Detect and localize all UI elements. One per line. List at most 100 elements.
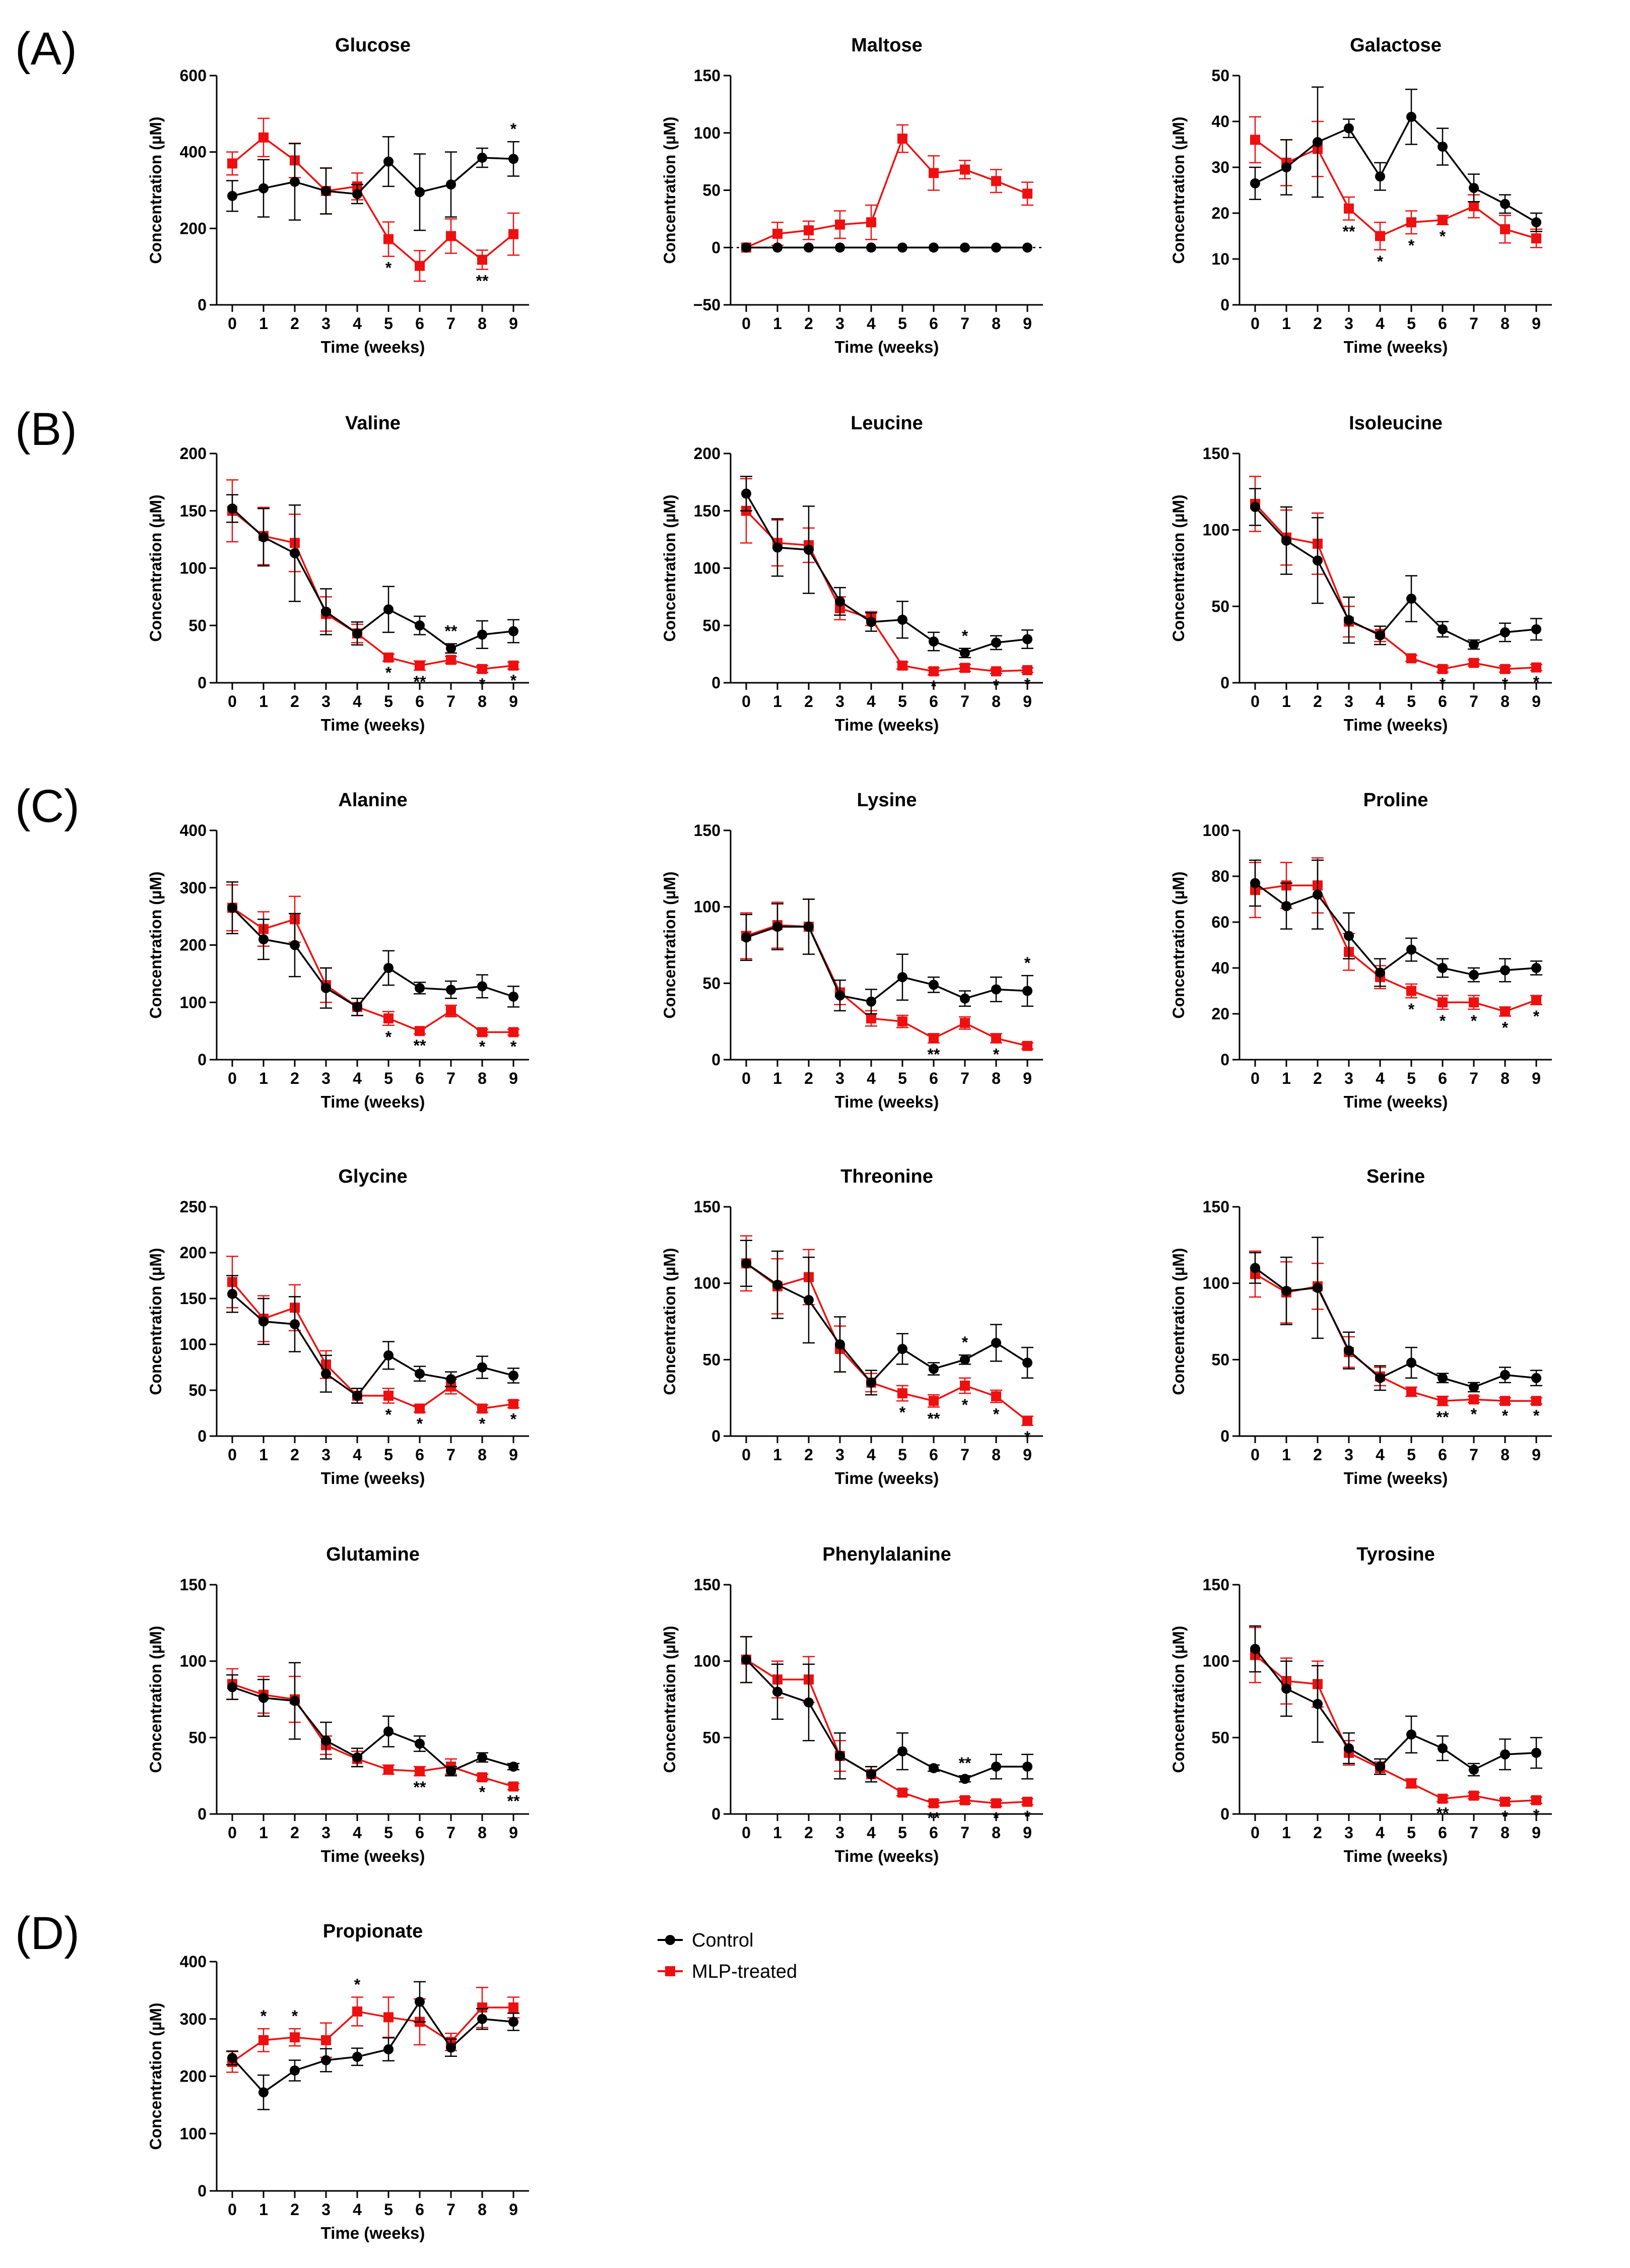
data-point (446, 985, 456, 995)
x-tick-label: 4 (353, 2200, 362, 2219)
data-point (508, 1399, 518, 1409)
x-axis-label: Time (weeks) (835, 338, 939, 356)
x-tick-label: 7 (1469, 1446, 1478, 1464)
panel-label-d: (D) (15, 1908, 80, 1959)
y-tick-label: 50 (702, 1350, 721, 1369)
data-point (477, 1027, 487, 1038)
data-point (804, 545, 814, 555)
x-tick-label: 8 (478, 1069, 487, 1087)
data-point (446, 179, 456, 190)
data-point (1500, 664, 1510, 674)
data-point (1281, 535, 1291, 546)
x-axis-label: Time (weeks) (321, 716, 425, 734)
series-treated (226, 479, 519, 674)
data-point (321, 186, 331, 197)
data-point (1313, 1699, 1323, 1709)
x-tick-label: 0 (742, 692, 751, 710)
series-line (746, 924, 1028, 1047)
data-point (929, 1396, 939, 1406)
x-tick-label: 8 (1501, 1069, 1510, 1087)
x-tick-label: 1 (773, 1824, 782, 1842)
data-point (772, 922, 783, 932)
significance-marker: * (510, 120, 517, 138)
data-point (897, 660, 907, 671)
data-point (415, 1403, 425, 1414)
x-tick-label: 1 (259, 1824, 268, 1842)
data-point (929, 636, 939, 647)
y-tick-label: 100 (1203, 821, 1229, 839)
data-point (1406, 1778, 1416, 1789)
x-tick-label: 2 (290, 1069, 299, 1087)
data-point (415, 1996, 425, 2007)
data-point (383, 2012, 394, 2023)
series-control (740, 1240, 1033, 1396)
data-point (446, 1006, 456, 1016)
significance-marker: * (1533, 1406, 1540, 1424)
data-point (383, 604, 394, 615)
significance-marker: * (899, 1403, 906, 1421)
data-point (415, 983, 425, 993)
data-point (1344, 1345, 1354, 1356)
data-point (1531, 1373, 1541, 1383)
significance-marker: * (993, 1809, 1000, 1827)
x-tick-label: 9 (1532, 1069, 1541, 1087)
y-axis-label: Concentration (µM) (147, 1248, 165, 1395)
x-tick-label: 4 (867, 1824, 876, 1842)
chart-title: Propionate (323, 1921, 423, 1942)
data-point (446, 1374, 456, 1385)
data-point (1469, 1790, 1479, 1801)
data-point (804, 225, 814, 236)
significance-marker: * (962, 1333, 968, 1351)
data-point (1531, 233, 1541, 244)
x-tick-label: 7 (446, 1069, 455, 1087)
data-point (1406, 986, 1416, 996)
data-point (929, 1364, 939, 1374)
data-point (804, 1295, 814, 1306)
series-line (745, 1659, 1027, 1780)
series-line (1254, 1267, 1537, 1388)
data-point (1406, 111, 1416, 122)
y-tick-label: 0 (711, 1051, 721, 1069)
data-point (1406, 653, 1416, 664)
data-point (227, 902, 237, 913)
x-tick-label: 3 (321, 1069, 331, 1087)
y-tick-label: 150 (180, 1289, 207, 1308)
data-point (991, 176, 1001, 186)
x-tick-label: 9 (509, 1824, 518, 1842)
x-tick-label: 6 (929, 314, 938, 333)
y-tick-label: 0 (1220, 296, 1229, 314)
series-line (231, 2000, 514, 2094)
x-tick-label: 3 (1344, 1824, 1353, 1842)
chart-title: Threonine (840, 1166, 933, 1187)
chart-propionate: Propionate 0 100 200 300 400 0 1 2 3 4 5 6 7 8 9 Time (w… (147, 1921, 529, 2242)
y-tick-label: 0 (198, 1805, 207, 1823)
y-tick-label: 0 (711, 1427, 721, 1445)
data-point (1250, 135, 1260, 145)
significance-marker: * (385, 1405, 392, 1423)
data-point (508, 154, 518, 164)
data-point (446, 655, 456, 665)
data-point (258, 2087, 269, 2098)
data-point (741, 1654, 751, 1665)
series-control (226, 136, 519, 231)
significance-marker: ** (476, 272, 489, 290)
y-tick-label: 0 (1220, 1805, 1229, 1823)
data-point (1344, 1743, 1354, 1754)
data-point (866, 996, 876, 1007)
x-tick-label: 1 (1282, 692, 1291, 710)
data-point (1500, 1370, 1510, 1380)
data-point (929, 168, 939, 178)
chart-threonine: Threonine 0 50 100 150 0 1 2 3 4 5 6 7 8 9 Time (weeks)… (661, 1166, 1043, 1487)
y-tick-label: 600 (180, 67, 207, 85)
data-point (383, 1726, 394, 1737)
x-tick-label: 0 (1251, 692, 1260, 710)
significance-marker: ** (1437, 1804, 1449, 1823)
significance-marker: * (385, 1028, 392, 1046)
data-point (508, 229, 518, 239)
data-point (321, 1735, 331, 1746)
x-tick-label: 3 (835, 1069, 844, 1087)
data-point (1500, 965, 1510, 976)
data-point (1344, 203, 1354, 214)
significance-marker: ** (414, 1778, 426, 1796)
y-tick-label: 150 (180, 1576, 207, 1594)
